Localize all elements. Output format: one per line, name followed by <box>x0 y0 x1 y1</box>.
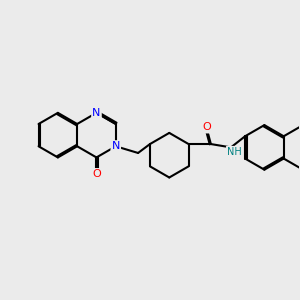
Text: NH: NH <box>227 147 242 157</box>
Text: N: N <box>112 141 120 151</box>
Text: O: O <box>202 122 211 132</box>
Text: N: N <box>92 108 101 118</box>
Text: O: O <box>92 169 101 179</box>
